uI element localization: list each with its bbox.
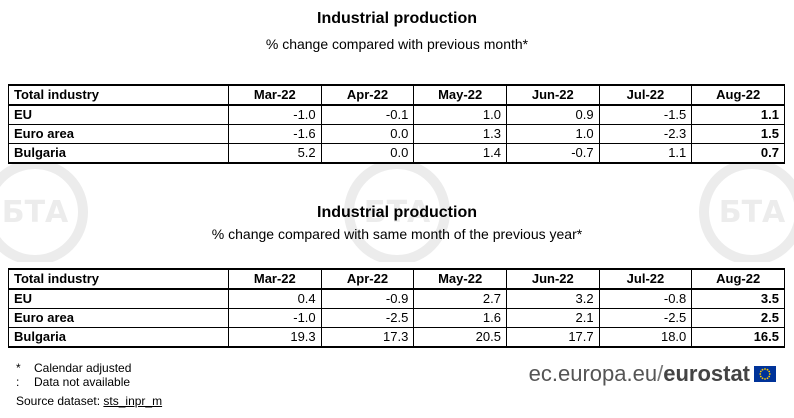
table-cell: -0.8 — [598, 288, 693, 309]
row-label: Bulgaria — [8, 327, 229, 348]
table-row: Euro area -1.6 0.0 1.3 1.0 -2.3 1.5 — [8, 124, 785, 144]
table-cell: 2.7 — [413, 288, 507, 309]
table-cell: -0.7 — [505, 143, 600, 164]
source-label: Source dataset: — [16, 394, 101, 408]
table-row: Bulgaria 5.2 0.0 1.4 -0.7 1.1 0.7 — [8, 143, 785, 164]
table-cell: -2.5 — [320, 308, 415, 328]
table-cell: -1.5 — [598, 104, 693, 125]
table-cell: 3.2 — [505, 288, 600, 309]
table-cell: -1.0 — [228, 104, 322, 125]
table-row: EU -1.0 -0.1 1.0 0.9 -1.5 1.1 — [8, 104, 785, 125]
footnote-text: Data not available — [34, 375, 131, 389]
table-row: Bulgaria 19.3 17.3 20.5 17.7 18.0 16.5 — [8, 327, 785, 348]
table-cell: -2.3 — [598, 124, 693, 144]
table-cell: 2.1 — [505, 308, 600, 328]
table-cell: 0.9 — [505, 104, 600, 125]
table1-subtitle: % change compared with previous month* — [265, 36, 529, 52]
table-cell: 0.0 — [320, 143, 415, 164]
table-cell: 0.0 — [320, 124, 415, 144]
table-row: EU 0.4 -0.9 2.7 3.2 -0.8 3.5 — [8, 288, 785, 309]
table-cell: 17.7 — [505, 327, 600, 348]
column-header: Jul-22 — [598, 268, 693, 290]
table-cell: 1.1 — [691, 104, 785, 125]
column-header: Aug-22 — [691, 268, 785, 290]
row-label: Euro area — [8, 308, 229, 328]
brand-name: eurostat — [663, 361, 750, 386]
brand-slash: / — [657, 361, 664, 386]
table1-title: Industrial production — [317, 10, 477, 27]
table-cell: 0.7 — [691, 143, 785, 164]
footnote: : Data not available — [16, 375, 131, 389]
row-label: Bulgaria — [8, 143, 229, 164]
table1-monthly-change: Total industry Mar-22 Apr-22 May-22 Jun-… — [8, 84, 785, 164]
footnote-symbol: * — [16, 361, 21, 375]
table1-header-row: Total industry Mar-22 Apr-22 May-22 Jun-… — [8, 84, 785, 106]
footnote: * Calendar adjusted — [16, 361, 131, 375]
column-header: Total industry — [8, 268, 229, 290]
table-cell: -2.5 — [598, 308, 693, 328]
table-cell: 20.5 — [413, 327, 507, 348]
table-cell: 2.5 — [691, 308, 785, 328]
table-cell: 1.6 — [413, 308, 507, 328]
table-cell: -1.6 — [228, 124, 322, 144]
footnotes: * Calendar adjusted : Data not available — [16, 361, 131, 389]
table-row: Euro area -1.0 -2.5 1.6 2.1 -2.5 2.5 — [8, 308, 785, 328]
column-header: Aug-22 — [691, 84, 785, 106]
table-cell: 16.5 — [691, 327, 785, 348]
table-cell: 1.4 — [413, 143, 507, 164]
row-label: Euro area — [8, 124, 229, 144]
table2-title: Industrial production — [317, 204, 477, 221]
table-cell: 1.5 — [691, 124, 785, 144]
column-header: Total industry — [8, 84, 229, 106]
column-header: Jun-22 — [505, 268, 600, 290]
column-header: Apr-22 — [320, 268, 415, 290]
source-line: Source dataset: sts_inpr_m — [16, 394, 162, 408]
column-header: May-22 — [413, 268, 507, 290]
source-dataset-link[interactable]: sts_inpr_m — [103, 394, 163, 408]
table-cell: 3.5 — [691, 288, 785, 309]
table-cell: 1.0 — [413, 104, 507, 125]
footnote-text: Calendar adjusted — [34, 361, 132, 375]
table-cell: -1.0 — [228, 308, 322, 328]
column-header: Apr-22 — [320, 84, 415, 106]
table-cell: 1.3 — [413, 124, 507, 144]
eu-flag-icon — [754, 366, 776, 382]
table-cell: -0.9 — [320, 288, 415, 309]
brand-domain: ec.europa.eu — [528, 361, 658, 386]
eurostat-brand: ec.europa.eu / eurostat — [528, 361, 776, 386]
table2-header-row: Total industry Mar-22 Apr-22 May-22 Jun-… — [8, 268, 785, 290]
column-header: Mar-22 — [228, 268, 322, 290]
table-cell: 18.0 — [598, 327, 693, 348]
table2-subtitle: % change compared with same month of the… — [211, 226, 583, 242]
table-cell: 17.3 — [320, 327, 415, 348]
table-cell: 5.2 — [228, 143, 322, 164]
footnote-symbol: : — [16, 375, 20, 389]
table2-annual-change: Total industry Mar-22 Apr-22 May-22 Jun-… — [8, 268, 785, 348]
table-cell: 19.3 — [228, 327, 322, 348]
column-header: Mar-22 — [228, 84, 322, 106]
table-cell: 1.1 — [598, 143, 693, 164]
table-cell: -0.1 — [320, 104, 415, 125]
column-header: Jun-22 — [505, 84, 600, 106]
table-cell: 1.0 — [505, 124, 600, 144]
table-cell: 0.4 — [228, 288, 322, 309]
column-header: Jul-22 — [598, 84, 693, 106]
row-label: EU — [8, 288, 229, 309]
row-label: EU — [8, 104, 229, 125]
column-header: May-22 — [413, 84, 507, 106]
